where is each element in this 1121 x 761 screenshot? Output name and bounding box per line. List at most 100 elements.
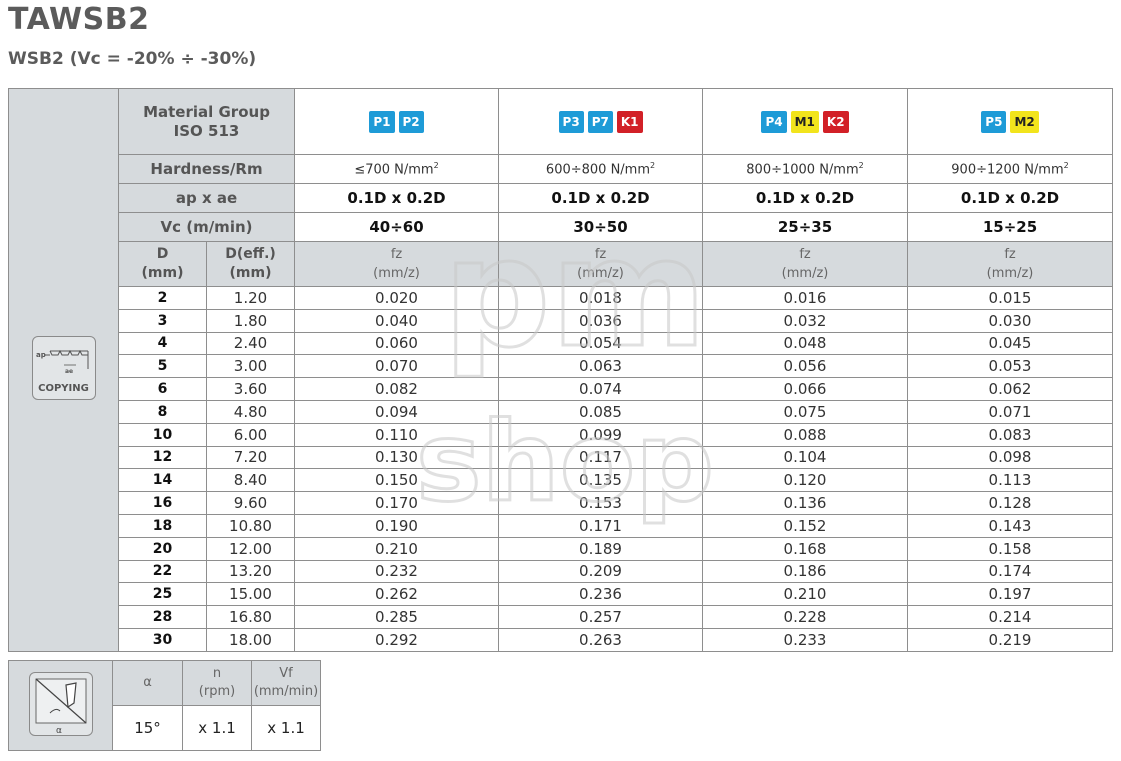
deff-value: 9.60 <box>205 491 296 515</box>
fz-label: fz <box>1004 247 1016 262</box>
hardness-exponent: 2 <box>433 160 439 170</box>
fz-value: 0.018 <box>498 286 704 310</box>
fz-value: 0.083 <box>907 422 1114 447</box>
d-value: 20 <box>118 536 207 561</box>
column-header-row: D (mm) D(eff.) (mm) fz (mm/z) fz (mm/z) fz (mm/… <box>9 241 1114 287</box>
d-value: 22 <box>118 559 207 584</box>
fz-header-1: fz (mm/z) <box>294 241 500 287</box>
fz-value: 0.045 <box>907 331 1114 356</box>
fz-label: fz <box>799 247 811 262</box>
fz-value: 0.136 <box>702 491 909 515</box>
page-title: TAWSB2 <box>8 2 150 37</box>
material-badge: P1 <box>369 110 395 133</box>
deff-value: 18.00 <box>205 627 296 652</box>
vc-value-1: 40÷60 <box>294 212 500 242</box>
vc-value-2: 30÷50 <box>498 212 704 242</box>
angle-icon-label: α <box>56 726 62 735</box>
deff-value: 6.00 <box>205 422 296 447</box>
fz-value: 0.232 <box>294 559 500 584</box>
apae-label: ap x ae <box>117 183 296 213</box>
angle-table: α α n (rpm) Vf (mm/min) 15° x 1.1 x 1.1 <box>8 660 321 751</box>
deff-value: 15.00 <box>205 582 296 607</box>
deff-value: 8.40 <box>205 468 296 493</box>
fz-value: 0.053 <box>907 354 1114 379</box>
material-badge: M2 <box>1010 110 1039 133</box>
page-subtitle: WSB2 (Vc = -20% ÷ -30%) <box>8 49 257 69</box>
fz-value: 0.150 <box>294 468 500 493</box>
fz-value: 0.236 <box>498 582 704 607</box>
hardness-label: Hardness/Rm <box>117 154 296 184</box>
d-value: 12 <box>118 445 207 470</box>
fz-unit: (mm/z) <box>781 266 829 281</box>
fz-value: 0.016 <box>702 286 909 310</box>
table-row: 18 10.80 0.190 0.171 0.152 0.143 <box>9 513 1114 538</box>
material-badge: K1 <box>616 110 643 133</box>
fz-value: 0.082 <box>294 377 500 401</box>
material-badge: P4 <box>761 110 787 133</box>
fz-value: 0.030 <box>907 308 1114 333</box>
table-row: 20 12.00 0.210 0.189 0.168 0.158 <box>9 536 1114 561</box>
deff-value: 3.60 <box>205 377 296 401</box>
apae-row: ap x ae 0.1D x 0.2D 0.1D x 0.2D 0.1D x 0.2… <box>9 183 1114 213</box>
fz-value: 0.143 <box>907 513 1114 538</box>
hardness-exponent: 2 <box>1063 160 1069 170</box>
fz-value: 0.094 <box>294 399 500 424</box>
alpha-header: α <box>112 660 183 706</box>
material-group-label: Material Group ISO 513 <box>117 88 296 155</box>
d-value: 3 <box>118 308 207 333</box>
hardness-text: ≤700 N/mm <box>354 162 434 178</box>
d-value: 2 <box>118 286 207 310</box>
fz-header-4: fz (mm/z) <box>907 241 1114 287</box>
d-value: 30 <box>118 627 207 652</box>
d-value: 28 <box>118 605 207 629</box>
vc-value-3: 25÷35 <box>702 212 909 242</box>
vc-label: Vc (m/min) <box>117 212 296 242</box>
fz-value: 0.048 <box>702 331 909 356</box>
fz-value: 0.088 <box>702 422 909 447</box>
d-value: 10 <box>118 422 207 447</box>
fz-unit: (mm/z) <box>986 266 1034 281</box>
fz-value: 0.032 <box>702 308 909 333</box>
fz-value: 0.158 <box>907 536 1114 561</box>
copying-cell: ap ae COPYING <box>8 88 119 652</box>
deff-value: 12.00 <box>205 536 296 561</box>
vf-header: Vf (mm/min) <box>251 660 321 706</box>
fz-value: 0.110 <box>294 422 500 447</box>
d-value: 5 <box>118 354 207 379</box>
fz-value: 0.074 <box>498 377 704 401</box>
fz-value: 0.056 <box>702 354 909 379</box>
fz-value: 0.020 <box>294 286 500 310</box>
d-value: 4 <box>118 331 207 356</box>
deff-value: 16.80 <box>205 605 296 629</box>
d-value: 18 <box>118 513 207 538</box>
fz-value: 0.085 <box>498 399 704 424</box>
fz-value: 0.036 <box>498 308 704 333</box>
table-row: 16 9.60 0.170 0.153 0.136 0.128 <box>9 491 1114 515</box>
material-badge: P7 <box>587 110 613 133</box>
n-value: x 1.1 <box>182 705 252 751</box>
deff-value: 4.80 <box>205 399 296 424</box>
fz-label: fz <box>390 247 403 262</box>
fz-value: 0.171 <box>498 513 704 538</box>
deff-value: 2.40 <box>205 331 296 356</box>
hardness-row: Hardness/Rm ≤700 N/mm2 600÷800 N/mm2 800÷1… <box>9 154 1114 184</box>
fz-value: 0.070 <box>294 354 500 379</box>
copying-icon: ap ae COPYING <box>31 335 96 400</box>
hardness-value-1: ≤700 N/mm2 <box>294 154 500 184</box>
hardness-value-2: 600÷800 N/mm2 <box>498 154 704 184</box>
fz-value: 0.168 <box>702 536 909 561</box>
fz-value: 0.099 <box>498 422 704 447</box>
deff-value: 7.20 <box>205 445 296 470</box>
material-badge: K2 <box>822 110 849 133</box>
n-header: n (rpm) <box>182 660 252 706</box>
fz-value: 0.292 <box>294 627 500 652</box>
fz-value: 0.062 <box>907 377 1114 401</box>
fz-value: 0.120 <box>702 468 909 493</box>
table-row: 3 1.80 0.040 0.036 0.032 0.030 <box>9 308 1114 333</box>
table-row: 12 7.20 0.130 0.117 0.104 0.098 <box>9 445 1114 470</box>
d-value: 14 <box>118 468 207 493</box>
table-row: 8 4.80 0.094 0.085 0.075 0.071 <box>9 399 1114 424</box>
fz-value: 0.075 <box>702 399 909 424</box>
fz-unit: (mm/z) <box>577 266 624 281</box>
material-badge: M1 <box>790 110 819 133</box>
